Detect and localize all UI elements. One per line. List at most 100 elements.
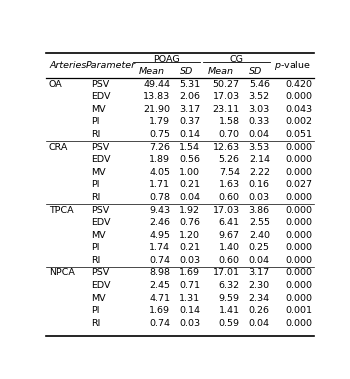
Text: 1.00: 1.00	[179, 168, 200, 177]
Text: 1.54: 1.54	[179, 143, 200, 152]
Text: 17.03: 17.03	[213, 205, 240, 215]
Text: 0.14: 0.14	[179, 130, 200, 139]
Text: Mean: Mean	[208, 67, 234, 76]
Text: 0.051: 0.051	[286, 130, 313, 139]
Text: SD: SD	[249, 67, 262, 76]
Text: 0.37: 0.37	[179, 117, 200, 127]
Text: NPCA: NPCA	[49, 268, 75, 277]
Text: 2.55: 2.55	[249, 218, 270, 227]
Text: 3.86: 3.86	[249, 205, 270, 215]
Text: 0.000: 0.000	[286, 193, 313, 202]
Text: 0.000: 0.000	[286, 281, 313, 290]
Text: 2.34: 2.34	[249, 294, 270, 302]
Text: MV: MV	[91, 105, 106, 114]
Text: 0.74: 0.74	[149, 319, 170, 328]
Text: CG: CG	[229, 55, 243, 64]
Text: 5.26: 5.26	[219, 155, 240, 164]
Text: 1.58: 1.58	[219, 117, 240, 127]
Text: 7.26: 7.26	[149, 143, 170, 152]
Text: 0.78: 0.78	[149, 193, 170, 202]
Text: Parameter: Parameter	[86, 61, 135, 70]
Text: 0.03: 0.03	[179, 256, 200, 265]
Text: 3.17: 3.17	[179, 105, 200, 114]
Text: Arteries: Arteries	[49, 61, 86, 70]
Text: RI: RI	[91, 319, 101, 328]
Text: 0.25: 0.25	[249, 243, 270, 252]
Text: 1.69: 1.69	[149, 306, 170, 315]
Text: 0.03: 0.03	[179, 319, 200, 328]
Text: PI: PI	[91, 117, 100, 127]
Text: 0.000: 0.000	[286, 155, 313, 164]
Text: 0.59: 0.59	[219, 319, 240, 328]
Text: 0.000: 0.000	[286, 143, 313, 152]
Text: EDV: EDV	[91, 281, 111, 290]
Text: 7.54: 7.54	[219, 168, 240, 177]
Text: 2.30: 2.30	[249, 281, 270, 290]
Text: 9.67: 9.67	[219, 231, 240, 240]
Text: 4.71: 4.71	[149, 294, 170, 302]
Text: 21.90: 21.90	[143, 105, 170, 114]
Text: 9.43: 9.43	[149, 205, 170, 215]
Text: 0.04: 0.04	[179, 193, 200, 202]
Text: 5.46: 5.46	[249, 80, 270, 89]
Text: 2.14: 2.14	[249, 155, 270, 164]
Text: TPCA: TPCA	[49, 205, 73, 215]
Text: $\it{p}$-value: $\it{p}$-value	[274, 59, 311, 72]
Text: 2.40: 2.40	[249, 231, 270, 240]
Text: PI: PI	[91, 243, 100, 252]
Text: 0.04: 0.04	[249, 319, 270, 328]
Text: 6.32: 6.32	[219, 281, 240, 290]
Text: 1.69: 1.69	[179, 268, 200, 277]
Text: SD: SD	[180, 67, 193, 76]
Text: 0.70: 0.70	[219, 130, 240, 139]
Text: 23.11: 23.11	[213, 105, 240, 114]
Text: 0.60: 0.60	[219, 193, 240, 202]
Text: 0.21: 0.21	[179, 243, 200, 252]
Text: 17.03: 17.03	[213, 92, 240, 101]
Text: 1.79: 1.79	[149, 117, 170, 127]
Text: 2.45: 2.45	[149, 281, 170, 290]
Text: 8.98: 8.98	[149, 268, 170, 277]
Text: PSV: PSV	[91, 80, 110, 89]
Text: 3.03: 3.03	[248, 105, 270, 114]
Text: 6.41: 6.41	[219, 218, 240, 227]
Text: 2.06: 2.06	[179, 92, 200, 101]
Text: POAG: POAG	[153, 55, 180, 64]
Text: 1.63: 1.63	[219, 180, 240, 190]
Text: 0.26: 0.26	[249, 306, 270, 315]
Text: RI: RI	[91, 130, 101, 139]
Text: 0.420: 0.420	[286, 80, 313, 89]
Text: MV: MV	[91, 231, 106, 240]
Text: 0.027: 0.027	[286, 180, 313, 190]
Text: 0.000: 0.000	[286, 243, 313, 252]
Text: 50.27: 50.27	[213, 80, 240, 89]
Text: 1.92: 1.92	[179, 205, 200, 215]
Text: 0.74: 0.74	[149, 256, 170, 265]
Text: 1.74: 1.74	[149, 243, 170, 252]
Text: MV: MV	[91, 294, 106, 302]
Text: 49.44: 49.44	[143, 80, 170, 89]
Text: 3.53: 3.53	[248, 143, 270, 152]
Text: PI: PI	[91, 180, 100, 190]
Text: 0.76: 0.76	[179, 218, 200, 227]
Text: 0.60: 0.60	[219, 256, 240, 265]
Text: PSV: PSV	[91, 268, 110, 277]
Text: 0.002: 0.002	[286, 117, 313, 127]
Text: 2.46: 2.46	[149, 218, 170, 227]
Text: 0.001: 0.001	[286, 306, 313, 315]
Text: 13.83: 13.83	[143, 92, 170, 101]
Text: 1.89: 1.89	[149, 155, 170, 164]
Text: PI: PI	[91, 306, 100, 315]
Text: 1.40: 1.40	[219, 243, 240, 252]
Text: EDV: EDV	[91, 155, 111, 164]
Text: RI: RI	[91, 256, 101, 265]
Text: CRA: CRA	[49, 143, 68, 152]
Text: 0.000: 0.000	[286, 268, 313, 277]
Text: 5.31: 5.31	[179, 80, 200, 89]
Text: PSV: PSV	[91, 143, 110, 152]
Text: 4.05: 4.05	[149, 168, 170, 177]
Text: 0.75: 0.75	[149, 130, 170, 139]
Text: EDV: EDV	[91, 218, 111, 227]
Text: 0.04: 0.04	[249, 256, 270, 265]
Text: PSV: PSV	[91, 205, 110, 215]
